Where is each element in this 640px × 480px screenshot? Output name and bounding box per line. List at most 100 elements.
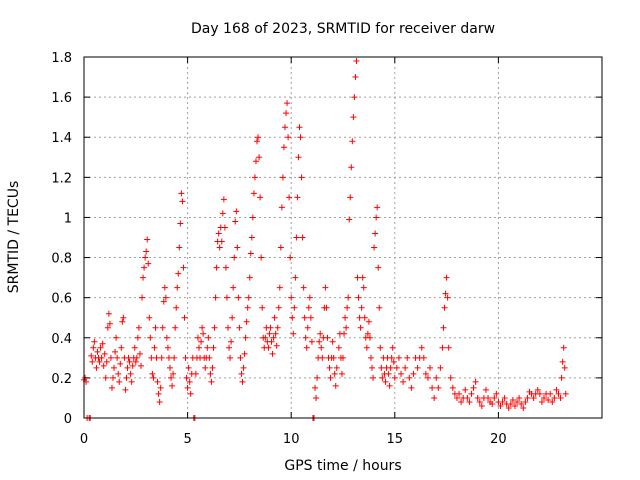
x-tick-label: 20 xyxy=(490,432,507,447)
data-point xyxy=(365,318,372,325)
data-point xyxy=(307,314,314,321)
data-point xyxy=(249,214,256,221)
data-point xyxy=(340,354,346,361)
data-point xyxy=(206,354,213,361)
data-point xyxy=(444,294,451,301)
data-point xyxy=(304,324,311,331)
data-point xyxy=(300,284,307,291)
data-point xyxy=(306,294,313,301)
data-point xyxy=(108,384,115,391)
data-point xyxy=(231,254,238,261)
data-point xyxy=(208,378,215,385)
data-point xyxy=(458,398,465,405)
data-point xyxy=(209,364,216,371)
data-point xyxy=(353,58,360,65)
data-point xyxy=(272,330,279,337)
data-point xyxy=(557,394,564,401)
data-point xyxy=(123,374,130,381)
data-point xyxy=(159,324,166,331)
data-point xyxy=(379,374,386,381)
y-tick-label: 1.4 xyxy=(51,131,72,146)
data-point xyxy=(145,260,152,267)
data-point xyxy=(369,364,376,371)
data-point xyxy=(327,374,334,381)
data-point xyxy=(555,390,562,397)
data-point xyxy=(377,344,384,351)
data-point xyxy=(218,238,225,245)
data-point xyxy=(254,138,261,145)
axis-ticks: 0 5 10 15 20 0 0.2 0.4 0.6 0.8 1 1.2 1.4 1.6 1.8 xyxy=(51,51,602,447)
data-point xyxy=(464,394,471,401)
data-point xyxy=(551,394,558,401)
y-tick-label: 1.8 xyxy=(51,51,72,66)
data-point xyxy=(235,294,242,301)
data-point xyxy=(284,100,291,107)
data-point xyxy=(538,398,545,405)
y-tick-label: 0.6 xyxy=(51,292,72,307)
data-point xyxy=(204,344,211,351)
data-point xyxy=(205,334,212,341)
data-point xyxy=(330,354,337,361)
data-point xyxy=(427,364,434,371)
data-point xyxy=(164,344,171,351)
data-point xyxy=(286,194,293,201)
data-point xyxy=(312,384,319,391)
data-point xyxy=(338,370,345,377)
data-point xyxy=(173,304,180,311)
data-point xyxy=(335,344,342,351)
data-point xyxy=(122,386,129,393)
data-point xyxy=(148,354,155,361)
data-point xyxy=(170,370,177,377)
data-point xyxy=(298,174,305,181)
data-point xyxy=(404,354,411,361)
data-point xyxy=(562,390,569,397)
data-point xyxy=(198,338,205,345)
data-point xyxy=(424,374,431,381)
data-point xyxy=(476,398,483,405)
data-point xyxy=(333,364,340,371)
data-point xyxy=(358,304,365,311)
data-point xyxy=(142,254,149,261)
data-point xyxy=(100,362,107,369)
data-point xyxy=(553,386,560,393)
data-point xyxy=(279,174,286,181)
data-point xyxy=(292,274,299,281)
data-point xyxy=(152,324,159,331)
data-point xyxy=(482,386,489,393)
data-point xyxy=(269,350,276,357)
data-point xyxy=(192,370,199,377)
data-point xyxy=(441,304,448,311)
data-point xyxy=(433,374,440,381)
data-point xyxy=(105,310,112,317)
data-point xyxy=(400,378,407,385)
data-point xyxy=(180,264,187,271)
data-point xyxy=(240,364,247,371)
data-point xyxy=(485,394,492,401)
data-point xyxy=(505,404,512,411)
data-point xyxy=(370,374,377,381)
data-point xyxy=(119,318,126,325)
data-point xyxy=(113,334,120,341)
data-point xyxy=(220,196,227,203)
data-point xyxy=(317,330,324,337)
data-point xyxy=(530,394,537,401)
data-point xyxy=(462,386,469,393)
data-point xyxy=(101,350,108,357)
data-point xyxy=(149,370,156,377)
data-point xyxy=(322,284,329,291)
data-point xyxy=(258,254,265,261)
data-point xyxy=(408,384,415,391)
data-point xyxy=(468,390,475,397)
data-point xyxy=(175,270,182,277)
data-point xyxy=(232,218,239,225)
data-point xyxy=(547,390,554,397)
data-point xyxy=(132,358,139,365)
x-axis-label: GPS time / hours xyxy=(284,458,401,474)
data-point xyxy=(275,304,282,311)
data-point xyxy=(136,350,143,357)
data-point xyxy=(195,344,202,351)
data-point xyxy=(276,284,283,291)
data-point xyxy=(118,344,125,351)
data-point xyxy=(398,370,405,377)
data-point xyxy=(545,396,552,403)
